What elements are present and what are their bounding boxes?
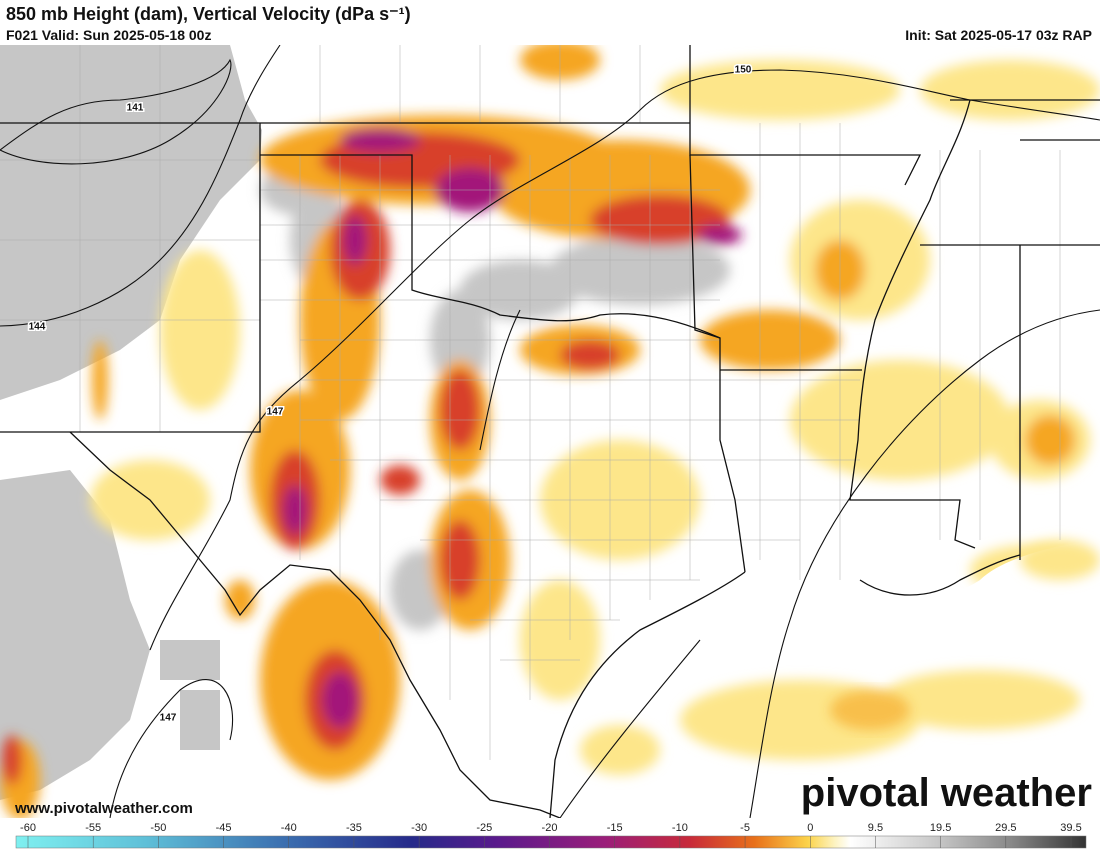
colorbar-tick-label: 0 [807,822,813,834]
state-borders [0,45,1100,818]
colorbar-tick-label: -25 [476,822,492,834]
counties [0,45,1061,760]
colorbar-tick-label: -30 [411,822,427,834]
colorbar-tick-label: -50 [150,822,166,834]
colorbar-tick-label: -55 [85,822,101,834]
contour-labels: 141 144 147 150 147 [27,63,753,725]
colorbar-scale [15,835,1087,849]
header: 850 mb Height (dam), Vertical Velocity (… [6,4,1092,43]
contour-label: 150 [735,65,752,76]
contour-label: 147 [160,713,177,724]
contour-label: 141 [127,103,144,114]
contour-label: 147 [267,407,284,418]
colorbar-tick-label: -40 [281,822,297,834]
colorbar-tick-label: -15 [607,822,623,834]
colorbar-tick-label: 9.5 [868,822,883,834]
colorbar-tick-label: -35 [346,822,362,834]
contour-label: 144 [29,322,46,333]
colorbar-tick-label: -20 [542,822,558,834]
init-time: Init: Sat 2025-05-17 03z RAP [905,27,1092,43]
brand-watermark: pivotal weather [801,771,1092,815]
colorbar-tick-label: -60 [20,822,36,834]
height-contours [0,45,1100,818]
gulf [550,540,1100,818]
colorbar-tick-label: -45 [216,822,232,834]
website: www.pivotalweather.com [14,800,193,817]
title: 850 mb Height (dam), Vertical Velocity (… [6,4,411,24]
colorbar: -60 -55 -50 -45 -40 -35 -30 -25 -20 -15 -10 -5 0 9.5 1… [15,822,1087,849]
map: 141 144 147 150 147 pivotal weather www.pivo… [0,45,1100,818]
colorbar-tick-label: 39.5 [1060,822,1081,834]
colorbar-tick-label: -10 [672,822,688,834]
valid-time: F021 Valid: Sun 2025-05-18 00z [6,27,211,43]
colorbar-tick-label: 29.5 [995,822,1016,834]
colorbar-tick-label: -5 [740,822,750,834]
terrain-mask [0,45,262,800]
colorbar-tick-label: 19.5 [930,822,951,834]
